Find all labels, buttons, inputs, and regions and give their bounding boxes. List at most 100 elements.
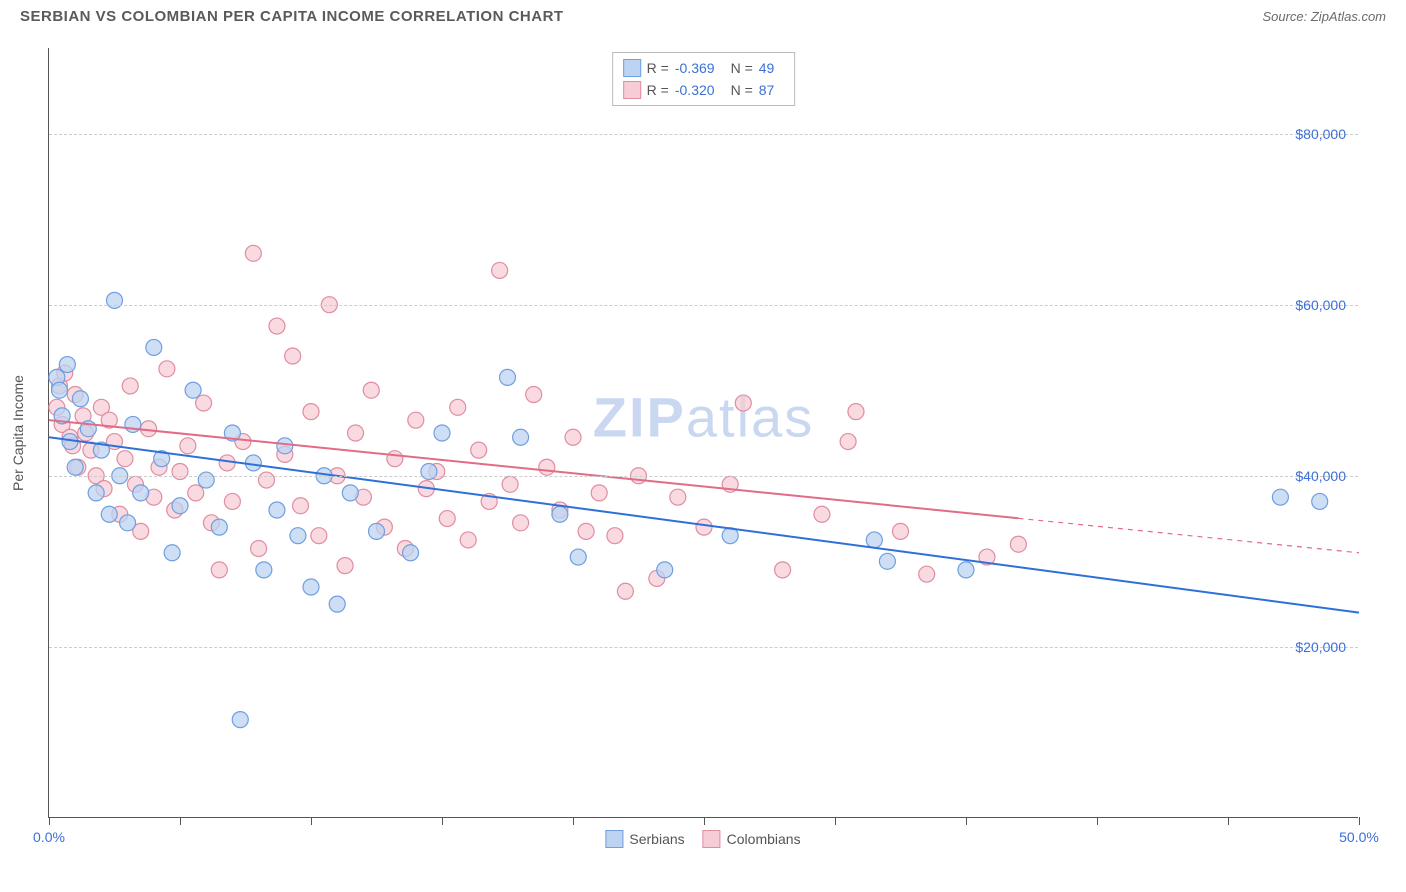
data-point [337,558,353,574]
data-point [51,382,67,398]
x-tick [311,817,312,825]
data-point [159,361,175,377]
data-point [552,506,568,522]
trend-line [49,420,1018,518]
data-point [185,382,201,398]
gridline [49,134,1358,135]
data-point [879,553,895,569]
chart-header: SERBIAN VS COLOMBIAN PER CAPITA INCOME C… [0,0,1406,29]
data-point [348,425,364,441]
stat-r-value: -0.320 [675,82,715,98]
chart-title: SERBIAN VS COLOMBIAN PER CAPITA INCOME C… [20,8,564,25]
plot-region: ZIPatlas R = -0.369N = 49R = -0.320N = 8… [48,48,1358,818]
stat-n-value: 87 [759,82,775,98]
data-point [122,378,138,394]
data-point [1010,536,1026,552]
x-tick [1359,817,1360,825]
data-point [1272,489,1288,505]
x-tick [442,817,443,825]
x-tick-label: 0.0% [33,829,65,845]
data-point [866,532,882,548]
data-point [513,429,529,445]
y-tick-label: $80,000 [1295,126,1346,142]
plot-svg [49,48,1358,817]
data-point [502,476,518,492]
data-point [164,545,180,561]
data-point [403,545,419,561]
data-point [188,485,204,501]
data-point [617,583,633,599]
chart-area: Per Capita Income ZIPatlas R = -0.369N =… [48,48,1358,818]
x-tick [180,817,181,825]
data-point [224,493,240,509]
data-point [293,498,309,514]
data-point [269,502,285,518]
data-point [342,485,358,501]
data-point [269,318,285,334]
legend-series: Serbians Colombians [605,830,800,848]
x-tick [1097,817,1098,825]
y-axis-label: Per Capita Income [10,375,26,491]
data-point [513,515,529,531]
data-point [67,459,83,475]
x-tick [49,817,50,825]
data-point [251,541,267,557]
legend-stat-row: R = -0.320N = 87 [623,79,785,101]
data-point [180,438,196,454]
y-tick-label: $40,000 [1295,468,1346,484]
legend-swatch [703,830,721,848]
legend-item: Serbians [605,830,684,848]
x-tick-label: 50.0% [1339,829,1379,845]
data-point [303,579,319,595]
data-point [565,429,581,445]
data-point [814,506,830,522]
data-point [460,532,476,548]
data-point [245,245,261,261]
legend-label: Serbians [629,831,684,847]
trend-line-dashed [1018,518,1359,552]
stat-r-label: R = [647,60,669,76]
data-point [232,712,248,728]
data-point [434,425,450,441]
data-point [59,357,75,373]
data-point [120,515,136,531]
stat-n-label: N = [731,82,753,98]
stat-n-label: N = [731,60,753,76]
data-point [696,519,712,535]
data-point [500,369,516,385]
gridline [49,476,1358,477]
data-point [450,399,466,415]
data-point [146,339,162,355]
data-point [88,485,104,501]
data-point [848,404,864,420]
x-tick [573,817,574,825]
y-tick-label: $20,000 [1295,639,1346,655]
data-point [277,438,293,454]
legend-label: Colombians [727,831,801,847]
data-point [290,528,306,544]
data-point [107,292,123,308]
x-tick [704,817,705,825]
data-point [101,506,117,522]
data-point [117,451,133,467]
x-tick [966,817,967,825]
data-point [492,262,508,278]
data-point [285,348,301,364]
data-point [439,511,455,527]
data-point [211,562,227,578]
data-point [578,523,594,539]
data-point [303,404,319,420]
legend-stat-row: R = -0.369N = 49 [623,57,785,79]
data-point [591,485,607,501]
legend-swatch [623,59,641,77]
data-point [369,523,385,539]
data-point [363,382,379,398]
gridline [49,305,1358,306]
data-point [775,562,791,578]
data-point [408,412,424,428]
legend-swatch [623,81,641,99]
x-tick [1228,817,1229,825]
y-tick-label: $60,000 [1295,297,1346,313]
data-point [172,464,188,480]
data-point [471,442,487,458]
